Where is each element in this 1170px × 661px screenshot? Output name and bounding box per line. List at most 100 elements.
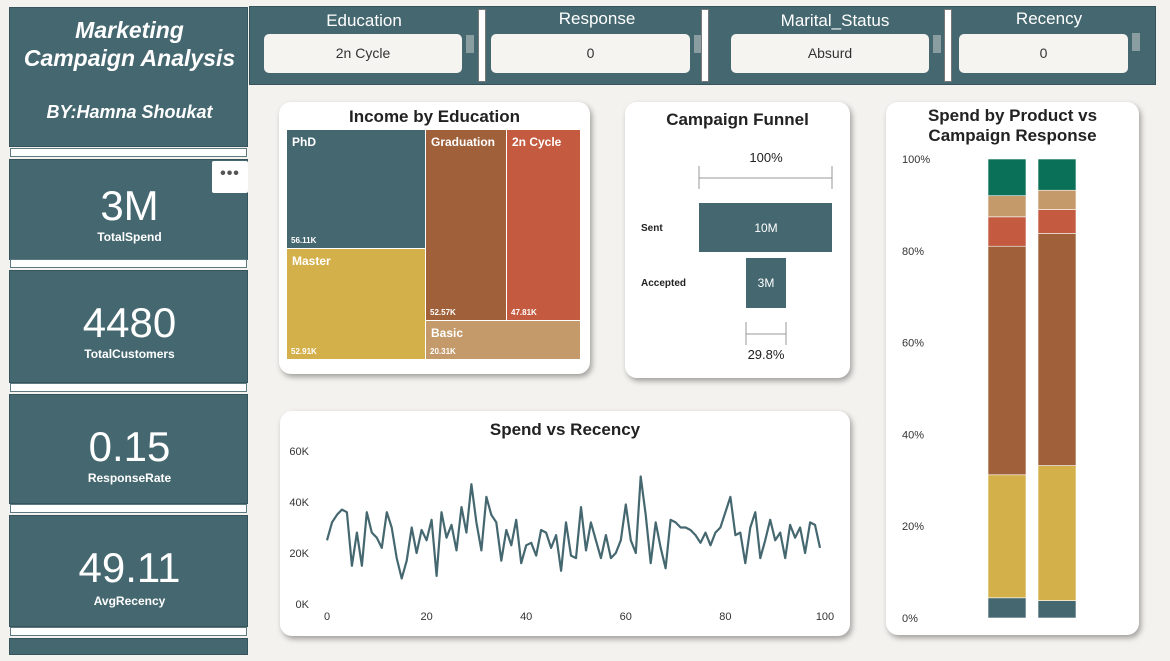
title-block: Marketing Campaign Analysis BY:Hamna Sho… — [9, 7, 248, 147]
slicer-marital-status-dropdown[interactable]: Absurd — [731, 34, 929, 73]
x-tick-label: 100 — [816, 611, 834, 623]
slicer-title-marital-status: Marital_Status — [780, 11, 890, 30]
slicer-scrollbar[interactable] — [466, 35, 474, 53]
treemap-value: 47.81K — [511, 308, 537, 317]
kpi-label: TotalCustomers — [84, 347, 175, 361]
chart-title: Income by Education — [349, 107, 520, 126]
bar-segment[interactable] — [987, 195, 1027, 218]
funnel-svg: 100% Sent 10M Accepted 3M 29.8% — [641, 150, 833, 362]
y-tick-label: 40% — [902, 429, 924, 441]
kpi-label: ResponseRate — [87, 471, 172, 485]
x-tick-label: 0 — [324, 611, 330, 623]
bar-segment[interactable] — [987, 158, 1027, 197]
bar-segment[interactable] — [1037, 189, 1077, 210]
divider — [10, 627, 247, 636]
kpi-value: 49.11 — [78, 544, 181, 591]
chart-title: Campaign Funnel — [666, 110, 809, 129]
kpi-label: TotalSpend — [97, 230, 162, 244]
slicer-recency-dropdown[interactable]: 0 — [959, 34, 1128, 73]
funnel-stage-label-accepted: Accepted — [641, 278, 686, 289]
treemap-cell-basic[interactable]: Basic 20.31K — [426, 321, 580, 359]
treemap-label: Graduation — [431, 135, 496, 149]
report-title-line1: Marketing — [75, 17, 184, 43]
treemap-value: 52.91K — [291, 347, 317, 356]
campaign-funnel-card: Campaign Funnel 100% Sent 10M Accepted 3… — [625, 102, 850, 378]
treemap-value: 52.57K — [430, 308, 456, 317]
slicer-bar: Education 2n Cycle Response 0 Marital_St… — [249, 6, 1156, 85]
funnel-bar-value-sent: 10M — [754, 221, 777, 235]
divider — [10, 504, 247, 513]
bar-segment[interactable] — [1037, 233, 1077, 466]
y-tick-label: 100% — [902, 154, 930, 166]
chart-title: Spend by Product vs Campaign Response — [886, 106, 1139, 146]
kpi-value: 4480 — [82, 299, 177, 346]
y-tick-label: 20% — [902, 521, 924, 533]
bar-segment[interactable] — [1037, 158, 1077, 191]
treemap-label: Master — [292, 254, 331, 268]
kpi-total-customers[interactable]: 4480 TotalCustomers — [9, 270, 248, 383]
bar-segment[interactable] — [1037, 600, 1077, 619]
slicer-education-dropdown[interactable]: 2n Cycle — [264, 34, 462, 73]
divider — [10, 383, 247, 392]
bar-segment[interactable] — [987, 597, 1027, 619]
bar-segment[interactable] — [987, 216, 1027, 247]
treemap-label: PhD — [292, 135, 316, 149]
x-tick-label: 80 — [719, 611, 731, 623]
kpi-value: 0.15 — [88, 423, 171, 470]
x-tick-label: 60 — [620, 611, 632, 623]
y-tick-label: 80% — [902, 246, 924, 258]
funnel-bar-sent[interactable] — [699, 203, 832, 252]
treemap-cell-master[interactable]: Master 52.91K — [287, 249, 425, 359]
chart-title: Spend vs Recency — [489, 420, 641, 439]
slicer-scrollbar[interactable] — [1132, 33, 1140, 51]
income-by-education-card: Income by Education PhD 56.11K Graduatio… — [279, 102, 590, 374]
slicer-title-recency: Recency — [1015, 9, 1083, 28]
slicer-title-education: Education — [326, 11, 402, 30]
y-tick-label: 0K — [296, 599, 310, 611]
bar-segment[interactable] — [987, 474, 1027, 599]
divider — [10, 148, 247, 157]
kpi-avg-recency[interactable]: 49.11 AvgRecency — [9, 515, 248, 627]
treemap-cell-graduation[interactable]: Graduation 52.57K — [426, 130, 506, 320]
bar-segment[interactable] — [987, 245, 1027, 476]
treemap-label: 2n Cycle — [512, 135, 562, 149]
slicer-divider — [478, 9, 486, 82]
sidebar: Marketing Campaign Analysis BY:Hamna Sho… — [9, 7, 248, 655]
y-tick-label: 20K — [289, 548, 309, 560]
y-tick-label: 60% — [902, 338, 924, 350]
line-chart-svg: 0K 20K 40K 60K 0 20 40 60 80 100 — [289, 446, 834, 623]
bar-segment[interactable] — [1037, 209, 1077, 234]
report-title: Marketing Campaign Analysis — [10, 16, 249, 72]
divider — [10, 259, 247, 268]
slicer-scrollbar[interactable] — [933, 35, 941, 53]
kpi-value: 3M — [100, 182, 159, 229]
report-title-line2: Campaign Analysis — [23, 45, 236, 71]
treemap-cell-2n-cycle[interactable]: 2n Cycle 47.81K — [507, 130, 580, 320]
slicer-title-response: Response — [558, 9, 636, 28]
treemap-cell-phd[interactable]: PhD 56.11K — [287, 130, 425, 248]
more-options-button[interactable]: ••• — [212, 161, 248, 193]
y-tick-label: 40K — [289, 497, 309, 509]
treemap-value: 20.31K — [430, 347, 456, 356]
spend-vs-recency-card: Spend vs Recency 0K 20K 40K 60K 0 20 40 60 80 100 — [280, 411, 850, 636]
sidebar-footer — [9, 638, 248, 655]
kpi-response-rate[interactable]: 0.15 ResponseRate — [9, 394, 248, 504]
funnel-bar-accepted[interactable] — [746, 258, 786, 308]
kpi-label: AvgRecency — [93, 594, 166, 608]
bar-segment[interactable] — [1037, 465, 1077, 601]
spend-by-product-card: Spend by Product vs Campaign Response 0%… — [886, 102, 1139, 635]
kpi-total-spend[interactable]: 3M TotalSpend — [9, 159, 248, 260]
slicer-divider — [701, 9, 709, 82]
y-tick-label: 0% — [902, 613, 918, 625]
chart-title-line1: Spend by Product vs — [927, 106, 1098, 125]
series-line[interactable] — [325, 475, 822, 580]
author-label: BY:Hamna Shoukat — [46, 102, 213, 122]
slicer-scrollbar[interactable] — [694, 35, 702, 53]
slicer-response-dropdown[interactable]: 0 — [491, 34, 690, 73]
slicer-divider — [944, 9, 952, 82]
chart-title-line2: Campaign Response — [928, 126, 1097, 145]
funnel-bar-value-accepted: 3M — [758, 276, 775, 290]
stacked-bar-svg: 0% 20% 40% 60% 80% 100% — [902, 154, 1077, 625]
x-tick-label: 20 — [420, 611, 432, 623]
y-tick-label: 60K — [289, 446, 309, 458]
